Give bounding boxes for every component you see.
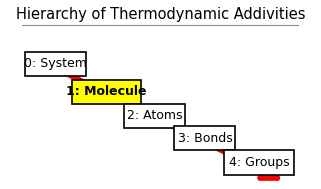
FancyBboxPatch shape bbox=[174, 126, 235, 150]
FancyBboxPatch shape bbox=[24, 52, 86, 76]
FancyBboxPatch shape bbox=[224, 150, 294, 175]
Text: 2: Atoms: 2: Atoms bbox=[127, 109, 183, 122]
FancyBboxPatch shape bbox=[125, 104, 186, 128]
Text: 0: System: 0: System bbox=[24, 57, 86, 70]
FancyBboxPatch shape bbox=[72, 80, 141, 104]
Text: 4: Groups: 4: Groups bbox=[229, 156, 289, 169]
Text: 3: Bonds: 3: Bonds bbox=[178, 132, 232, 145]
Text: Hierarchy of Thermodynamic Addivities: Hierarchy of Thermodynamic Addivities bbox=[16, 7, 305, 22]
Text: 1: Molecule: 1: Molecule bbox=[66, 85, 147, 98]
